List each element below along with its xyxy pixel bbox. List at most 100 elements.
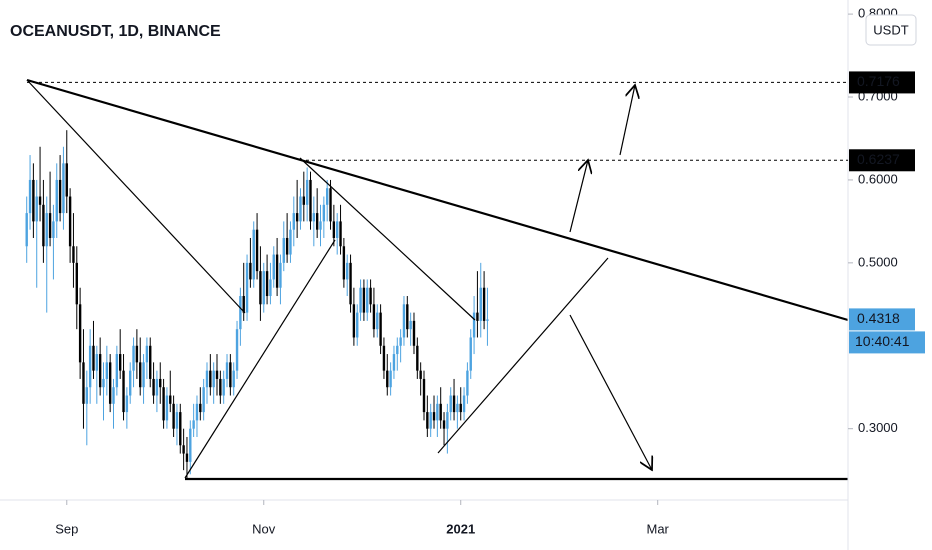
candle-body <box>469 337 472 371</box>
candle-body <box>456 403 459 413</box>
candle-body <box>65 163 68 197</box>
candle-body <box>339 221 342 247</box>
candle-body <box>125 395 129 413</box>
candle-body <box>195 403 199 421</box>
candle-body <box>55 179 58 222</box>
countdown: 10:40:41 <box>855 333 910 349</box>
candle-body <box>245 262 249 313</box>
candle-body <box>155 378 159 396</box>
candle-body <box>309 179 312 222</box>
candle-body <box>232 370 235 388</box>
candle-body <box>142 362 145 388</box>
candle-body <box>429 412 432 429</box>
trend-line <box>437 257 609 454</box>
candle-body <box>235 329 239 371</box>
candle-body <box>52 221 55 238</box>
candle-body <box>149 345 152 379</box>
arrow <box>569 160 588 233</box>
candle-body <box>25 213 28 247</box>
candle-body <box>289 229 292 255</box>
arrow <box>619 85 635 156</box>
candle-body <box>92 345 95 371</box>
candle-body <box>412 320 416 346</box>
candle-body <box>459 403 462 413</box>
candle-body <box>332 221 336 238</box>
candle-body <box>275 254 279 288</box>
candle-body <box>102 378 105 388</box>
candle-body <box>212 370 215 388</box>
candle-body <box>48 213 52 238</box>
candle-body <box>78 304 82 363</box>
candle-body <box>392 354 396 371</box>
candle-body <box>72 246 75 263</box>
candle-body <box>386 370 389 388</box>
candle-body <box>282 237 285 263</box>
candle-body <box>108 362 112 404</box>
chart-title: OCEANUSDT, 1D, BINANCE <box>10 23 221 40</box>
candle-body <box>189 428 192 462</box>
price-label: 0.7176 <box>857 73 900 89</box>
candle-body <box>416 345 419 371</box>
candle-body <box>68 196 72 247</box>
candle-body <box>349 262 352 305</box>
candle-body <box>95 354 99 371</box>
candle-body <box>252 229 255 280</box>
candle-body <box>169 395 172 404</box>
candles <box>25 130 489 479</box>
drawings <box>26 78 849 481</box>
candle-body <box>28 179 32 214</box>
candle-body <box>185 453 189 462</box>
candle-body <box>259 271 262 305</box>
candle-body <box>482 287 486 321</box>
candle-body <box>58 179 62 214</box>
candle-body <box>139 362 142 388</box>
candle-body <box>389 370 392 388</box>
candle-body <box>209 370 212 388</box>
candle-body <box>42 204 45 247</box>
candle-body <box>145 345 149 363</box>
candle-body <box>215 370 219 379</box>
candle-body <box>422 378 426 413</box>
candle-body <box>122 370 125 413</box>
trend-line <box>26 79 246 314</box>
candle-body <box>165 395 169 421</box>
candle-body <box>179 412 182 446</box>
candle-body <box>199 403 202 413</box>
y-tick-label: 0.5000 <box>858 254 898 269</box>
candle-body <box>85 387 89 404</box>
candle-body <box>449 395 452 413</box>
candle-body <box>38 196 42 205</box>
candle-body <box>202 387 205 413</box>
currency[interactable]: USDT <box>873 22 908 37</box>
currency-box[interactable] <box>865 14 917 46</box>
candle-body <box>446 412 449 429</box>
x-tick-label: 2021 <box>446 521 475 536</box>
countdown-box <box>849 331 925 354</box>
candle-body <box>359 287 362 313</box>
candle-body <box>159 378 162 388</box>
candle-body <box>205 370 209 388</box>
candle-body <box>399 337 402 346</box>
candle-body <box>172 403 175 429</box>
candle-body <box>335 221 339 238</box>
trend-line <box>299 157 476 321</box>
candle-body <box>442 420 446 429</box>
candle-body <box>32 179 35 222</box>
candle-body <box>262 271 265 305</box>
candle-body <box>135 345 139 363</box>
candle-body <box>229 362 232 388</box>
candle-body <box>436 403 439 421</box>
price-label-box <box>849 149 915 172</box>
candle-body <box>112 387 115 404</box>
candle-body <box>105 362 109 379</box>
y-tick-label: 0.6000 <box>858 171 898 186</box>
candle-body <box>175 412 179 429</box>
candle-body <box>372 304 376 330</box>
candle-body <box>329 188 332 222</box>
candle-body <box>279 262 282 288</box>
trend-line <box>184 239 336 479</box>
candle-body <box>325 188 329 205</box>
candle-body <box>222 378 225 396</box>
price-label: 0.4318 <box>857 310 900 326</box>
